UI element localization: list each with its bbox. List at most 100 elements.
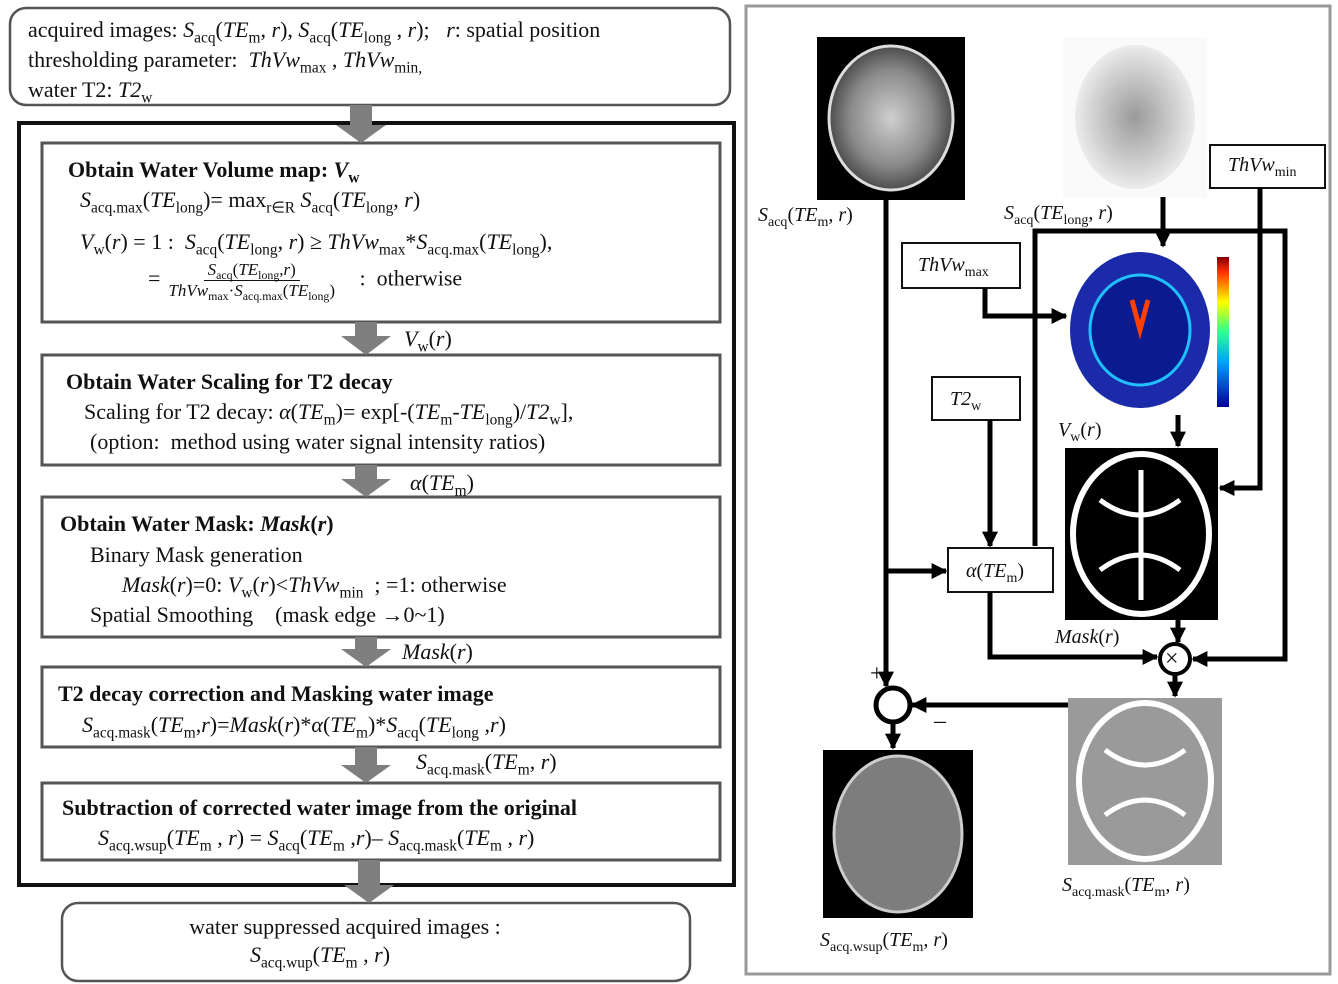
symbol: S (185, 229, 196, 254)
text: )< (268, 572, 288, 597)
symbol: ThVw (168, 281, 208, 300)
text: ( (167, 825, 174, 850)
symbol: Mask (122, 572, 170, 597)
text: Binary Mask generation (90, 542, 303, 567)
subscript: max (300, 59, 327, 76)
text: , (261, 17, 272, 42)
subscript: max (208, 289, 228, 303)
symbol: S (183, 17, 194, 42)
subscript: m (324, 411, 336, 428)
subscript: max (379, 241, 406, 258)
text: ) ≥ (297, 229, 327, 254)
symbol: S (208, 260, 217, 279)
text: = (148, 266, 160, 291)
symbol: S (758, 204, 768, 226)
symbol: r (446, 17, 455, 42)
text: Scaling for T2 decay: (84, 399, 279, 424)
text: ) (527, 825, 534, 850)
text-line: Scaling for T2 decay: α(TEm)= exp[-(TEm-… (84, 399, 573, 425)
subscript: acq (309, 29, 330, 46)
operator: + (870, 661, 884, 687)
text: ( (450, 639, 457, 664)
text: ( (485, 749, 492, 774)
text-line: α(TEm) (410, 470, 474, 496)
brain (1075, 45, 1195, 189)
subscript: m (455, 482, 467, 499)
flow-arrow (341, 637, 391, 667)
symbol: TE (415, 399, 441, 424)
text-line: T2 decay correction and Masking water im… (58, 681, 493, 707)
text: , (1088, 202, 1098, 224)
flow-arrow (341, 322, 391, 355)
symbol: ThVw (288, 572, 339, 597)
symbol: S (250, 942, 261, 967)
symbol: TE (426, 712, 452, 737)
fraction-line: =Sacq(TElong,r)ThVwmax·Sacq.max(TElong) … (148, 260, 462, 301)
symbol: r (289, 229, 298, 254)
symbol: S (234, 281, 243, 300)
subscript: w (141, 89, 152, 106)
text-line: Obtain Water Mask: Mask(r) (60, 511, 334, 537)
text: ) (444, 326, 451, 351)
subscript: min (1275, 165, 1297, 180)
text: ( (217, 229, 224, 254)
symbol: r (1098, 202, 1106, 224)
subscript: acq (1014, 213, 1033, 228)
text: , (345, 825, 356, 850)
text: Subtraction of corrected water image fro… (62, 795, 577, 820)
image-masked (1068, 698, 1222, 865)
text-line: Vw(r) (1058, 417, 1101, 443)
text: water suppressed acquired images : (189, 914, 501, 939)
symbol: r (541, 749, 550, 774)
operator: – (934, 708, 946, 734)
subscript: long (176, 199, 203, 216)
subscript: long (308, 289, 329, 303)
symbol: ThVw (918, 254, 965, 276)
text: ) (466, 639, 473, 664)
text-line: Obtain Water Scaling for T2 decay (66, 369, 393, 395)
subscript: w (549, 411, 560, 428)
text-line: Mask(r) (402, 639, 473, 665)
subscript: acq.mask (1072, 885, 1124, 900)
symbol: r (457, 639, 466, 664)
symbol: S (820, 929, 830, 951)
subscript: acq.max (427, 241, 479, 258)
symbol: TE (158, 712, 184, 737)
subscript: m (249, 29, 261, 46)
subscript: w (1070, 430, 1080, 445)
symbol: TE (338, 17, 364, 42)
subscript: acq.mask (93, 724, 151, 741)
text-line: α(TEm) (966, 558, 1024, 584)
text-line: (option: method using water signal inten… (90, 429, 545, 455)
text: ) (499, 712, 506, 737)
symbol: ThVw (249, 47, 300, 72)
text: * (405, 229, 416, 254)
symbol: TE (288, 281, 308, 300)
symbol: TE (307, 825, 333, 850)
numerator: Sacq(TElong,r) (204, 260, 300, 281)
symbol: S (416, 229, 427, 254)
subscript: m (518, 761, 530, 778)
symbol: T2 (526, 399, 549, 424)
symbol: r (374, 942, 383, 967)
subscript: long (366, 199, 393, 216)
symbol: r (201, 712, 210, 737)
symbol: r (1105, 626, 1113, 648)
symbol: r (404, 187, 413, 212)
text-line: Obtain Water Volume map: Vw (68, 157, 359, 183)
text: thresholding parameter: (28, 47, 249, 72)
text: ( (419, 712, 426, 737)
symbol: TE (464, 825, 490, 850)
subscript: m (356, 724, 368, 741)
symbol: TE (223, 17, 249, 42)
symbol: r (272, 17, 281, 42)
text: - (452, 399, 459, 424)
text: ) (329, 281, 335, 300)
text: Obtain Water Mask: (60, 511, 260, 536)
subscript: w (348, 169, 359, 186)
text-line: Sacq.mask(TEm, r) (416, 749, 557, 775)
text: ), (540, 229, 553, 254)
colorbar (1217, 257, 1229, 407)
text: : spatial position (455, 17, 600, 42)
symbol: S (298, 17, 309, 42)
